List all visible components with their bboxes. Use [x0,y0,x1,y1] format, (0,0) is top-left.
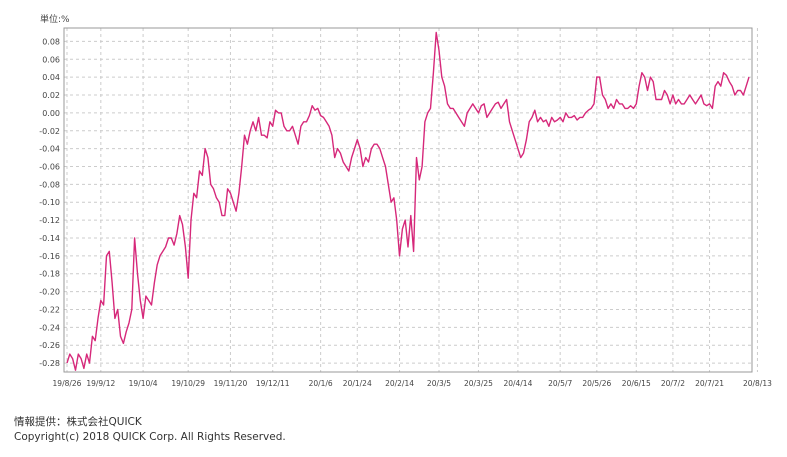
x-tick-label: 20/5/26 [582,379,611,388]
y-tick-label: -0.26 [39,341,60,350]
x-tick-label: 20/2/14 [385,379,414,388]
plot-frame [63,27,753,373]
y-tick-label: -0.06 [39,162,60,171]
x-tick-label: 20/8/13 [743,379,772,388]
y-tick-label: -0.04 [39,145,60,154]
y-tick-label: -0.18 [39,270,60,279]
y-axis-ticks: 0.08 0.06 0.04 0.02 0.00 -0.02 -0.04 -0.06 -0.08… [39,37,60,368]
series-line [66,31,750,371]
x-tick-label: 20/3/5 [427,379,451,388]
x-tick-label: 20/4/14 [503,379,532,388]
x-tick-label: 20/1/6 [309,379,333,388]
x-tick-label: 20/7/21 [695,379,724,388]
x-tick-label: 20/7/2 [661,379,685,388]
x-tick-label: 19/9/12 [86,379,115,388]
y-tick-label: -0.22 [39,305,60,314]
line-chart: 0.08 0.06 0.04 0.02 0.00 -0.02 -0.04 -0.06 -0.08… [39,27,773,388]
provider-text: 情報提供：株式会社QUICK [14,416,142,428]
x-tick-label: 20/6/15 [622,379,651,388]
x-tick-label: 20/1/24 [343,379,372,388]
x-tick-label: 19/10/4 [129,379,158,388]
y-tick-label: 0.06 [42,55,60,64]
y-tick-label: 0.04 [42,73,60,82]
x-tick-label: 19/8/26 [53,379,82,388]
x-tick-label: 19/10/29 [171,379,205,388]
y-tick-label: -0.28 [39,359,60,368]
y-tick-label: -0.16 [39,252,60,261]
x-tick-label: 20/3/25 [464,379,493,388]
y-tick-label: -0.20 [39,288,60,297]
footer: 情報提供：株式会社QUICK Copyright(c) 2018 QUICK C… [14,415,286,445]
copyright-text: Copyright(c) 2018 QUICK Corp. All Rights… [14,431,286,443]
grid-lines [64,28,758,372]
x-tick-label: 19/12/11 [256,379,290,388]
y-tick-label: 0.08 [42,37,60,46]
y-tick-label: -0.02 [39,127,60,136]
x-axis-ticks: 19/8/26 19/9/12 19/10/4 19/10/29 19/11/20 19/… [53,379,773,388]
y-tick-label: 0.00 [42,109,60,118]
y-tick-label: -0.10 [39,198,60,207]
y-tick-label: 0.02 [42,91,60,100]
y-tick-label: -0.12 [39,216,60,225]
x-tick-label: 19/11/20 [214,379,248,388]
y-tick-label: -0.24 [39,323,60,332]
unit-label: 単位:% [40,15,70,25]
y-tick-label: -0.14 [39,234,60,243]
x-tick-label: 20/5/7 [548,379,572,388]
y-tick-label: -0.08 [39,180,60,189]
